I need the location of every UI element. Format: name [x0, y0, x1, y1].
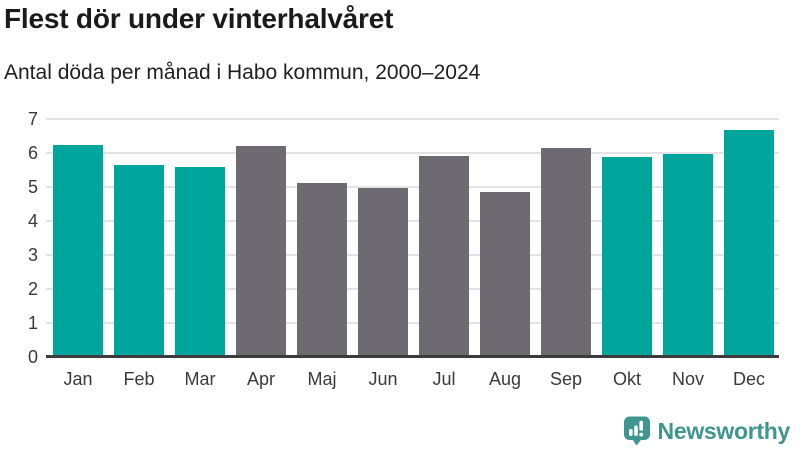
x-tick-label-maj: Maj	[307, 369, 337, 389]
bar-okt	[602, 157, 652, 357]
gridline	[46, 288, 779, 290]
x-axis-labels: Jan Feb Mar Apr Maj Jun Jul Aug Sep Okt Nov Dec	[46, 369, 779, 393]
x-tick-label-aug: Aug	[488, 369, 522, 389]
y-tick-label: 1	[27, 313, 38, 333]
bar-apr	[236, 146, 286, 357]
newsworthy-logo-icon	[623, 416, 651, 446]
y-tick-label: 5	[27, 177, 38, 197]
gridline	[46, 220, 779, 222]
x-axis-line	[46, 355, 779, 358]
y-tick-label: 7	[27, 109, 38, 129]
x-tick-label-dec: Dec	[732, 369, 765, 389]
bar-jun	[358, 188, 408, 357]
x-tick-label-mar: Mar	[184, 369, 216, 389]
bar-nov	[663, 154, 713, 357]
x-tick-label-jan: Jan	[63, 369, 93, 389]
x-tick-label-apr: Apr	[246, 369, 275, 389]
y-tick-label: 6	[27, 143, 38, 163]
y-tick-label: 2	[27, 279, 38, 299]
bar-dec	[724, 129, 774, 357]
bar-aug	[480, 192, 530, 357]
chart-subtitle: Antal döda per månad i Habo kommun, 2000…	[4, 61, 481, 84]
bar-jul	[419, 155, 469, 357]
x-tick-label-jun: Jun	[368, 369, 398, 389]
y-tick-label: 3	[27, 245, 38, 265]
x-tick-label-feb: Feb	[123, 369, 155, 389]
bar-feb	[114, 165, 164, 357]
x-tick-label-okt: Okt	[612, 369, 641, 389]
bar-sep	[541, 147, 591, 357]
y-tick-label: 4	[27, 211, 38, 231]
gridline	[46, 152, 779, 154]
bar-maj	[297, 182, 347, 357]
plot-area	[46, 118, 779, 358]
y-tick-label: 0	[27, 347, 38, 367]
gridline	[46, 322, 779, 324]
x-tick-label-sep: Sep	[549, 369, 583, 389]
y-axis-labels: 0 1 2 3 4 5 6 7	[0, 110, 38, 366]
gridline	[46, 186, 779, 188]
newsworthy-logo[interactable]: Newsworthy	[623, 416, 790, 446]
x-tick-label-nov: Nov	[671, 369, 704, 389]
gridline	[46, 118, 779, 120]
bar-mar	[175, 166, 225, 357]
bar-jan	[53, 144, 103, 357]
chart-title: Flest dör under vinterhalvåret	[4, 3, 394, 34]
x-tick-label-jul: Jul	[432, 369, 456, 389]
gridline	[46, 254, 779, 256]
newsworthy-logo-text: Newsworthy	[657, 417, 791, 444]
